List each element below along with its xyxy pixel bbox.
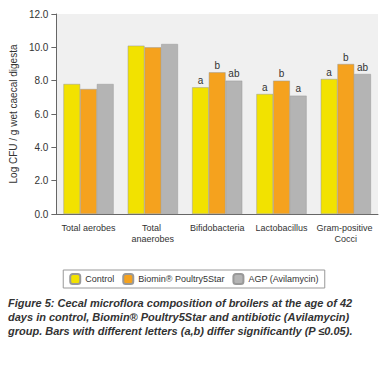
svg-text:12.0: 12.0	[29, 9, 49, 20]
svg-text:2.0: 2.0	[34, 175, 48, 186]
svg-text:a: a	[326, 67, 332, 78]
svg-text:8.0: 8.0	[34, 75, 48, 86]
svg-text:Total: Total	[142, 223, 164, 233]
svg-text:b: b	[343, 52, 349, 63]
svg-text:0.0: 0.0	[34, 209, 48, 220]
svg-text:AGP (Avilamycin): AGP (Avilamycin)	[248, 274, 318, 284]
svg-text:a: a	[295, 83, 301, 94]
svg-text:ab: ab	[228, 68, 240, 79]
svg-text:Control: Control	[85, 274, 114, 284]
svg-text:anaerobes: anaerobes	[132, 234, 175, 244]
svg-text:b: b	[279, 68, 285, 79]
svg-text:a: a	[198, 75, 204, 86]
svg-text:6.0: 6.0	[34, 109, 48, 120]
svg-text:Cocci: Cocci	[335, 234, 358, 244]
svg-text:ab: ab	[357, 62, 369, 73]
svg-text:Biomin® Poultry5Star: Biomin® Poultry5Star	[138, 274, 224, 284]
html-text:Figure 5: Cecal microflora com: Figure 5: Cecal microflora composition o…	[8, 297, 353, 337]
svg-text:b: b	[214, 60, 220, 71]
svg-text:Bifidobacteria: Bifidobacteria	[190, 223, 245, 233]
svg-text:4.0: 4.0	[34, 142, 48, 153]
svg-text:Lactobacillus: Lactobacillus	[255, 223, 308, 233]
svg-text:a: a	[262, 82, 268, 93]
svg-text:Log CFU / g wet caecal digesta: Log CFU / g wet caecal digesta	[8, 44, 19, 183]
svg-text:Total aerobes: Total aerobes	[62, 223, 117, 233]
svg-text:10.0: 10.0	[29, 42, 49, 53]
svg-text:Gram-positive: Gram-positive	[317, 223, 376, 233]
